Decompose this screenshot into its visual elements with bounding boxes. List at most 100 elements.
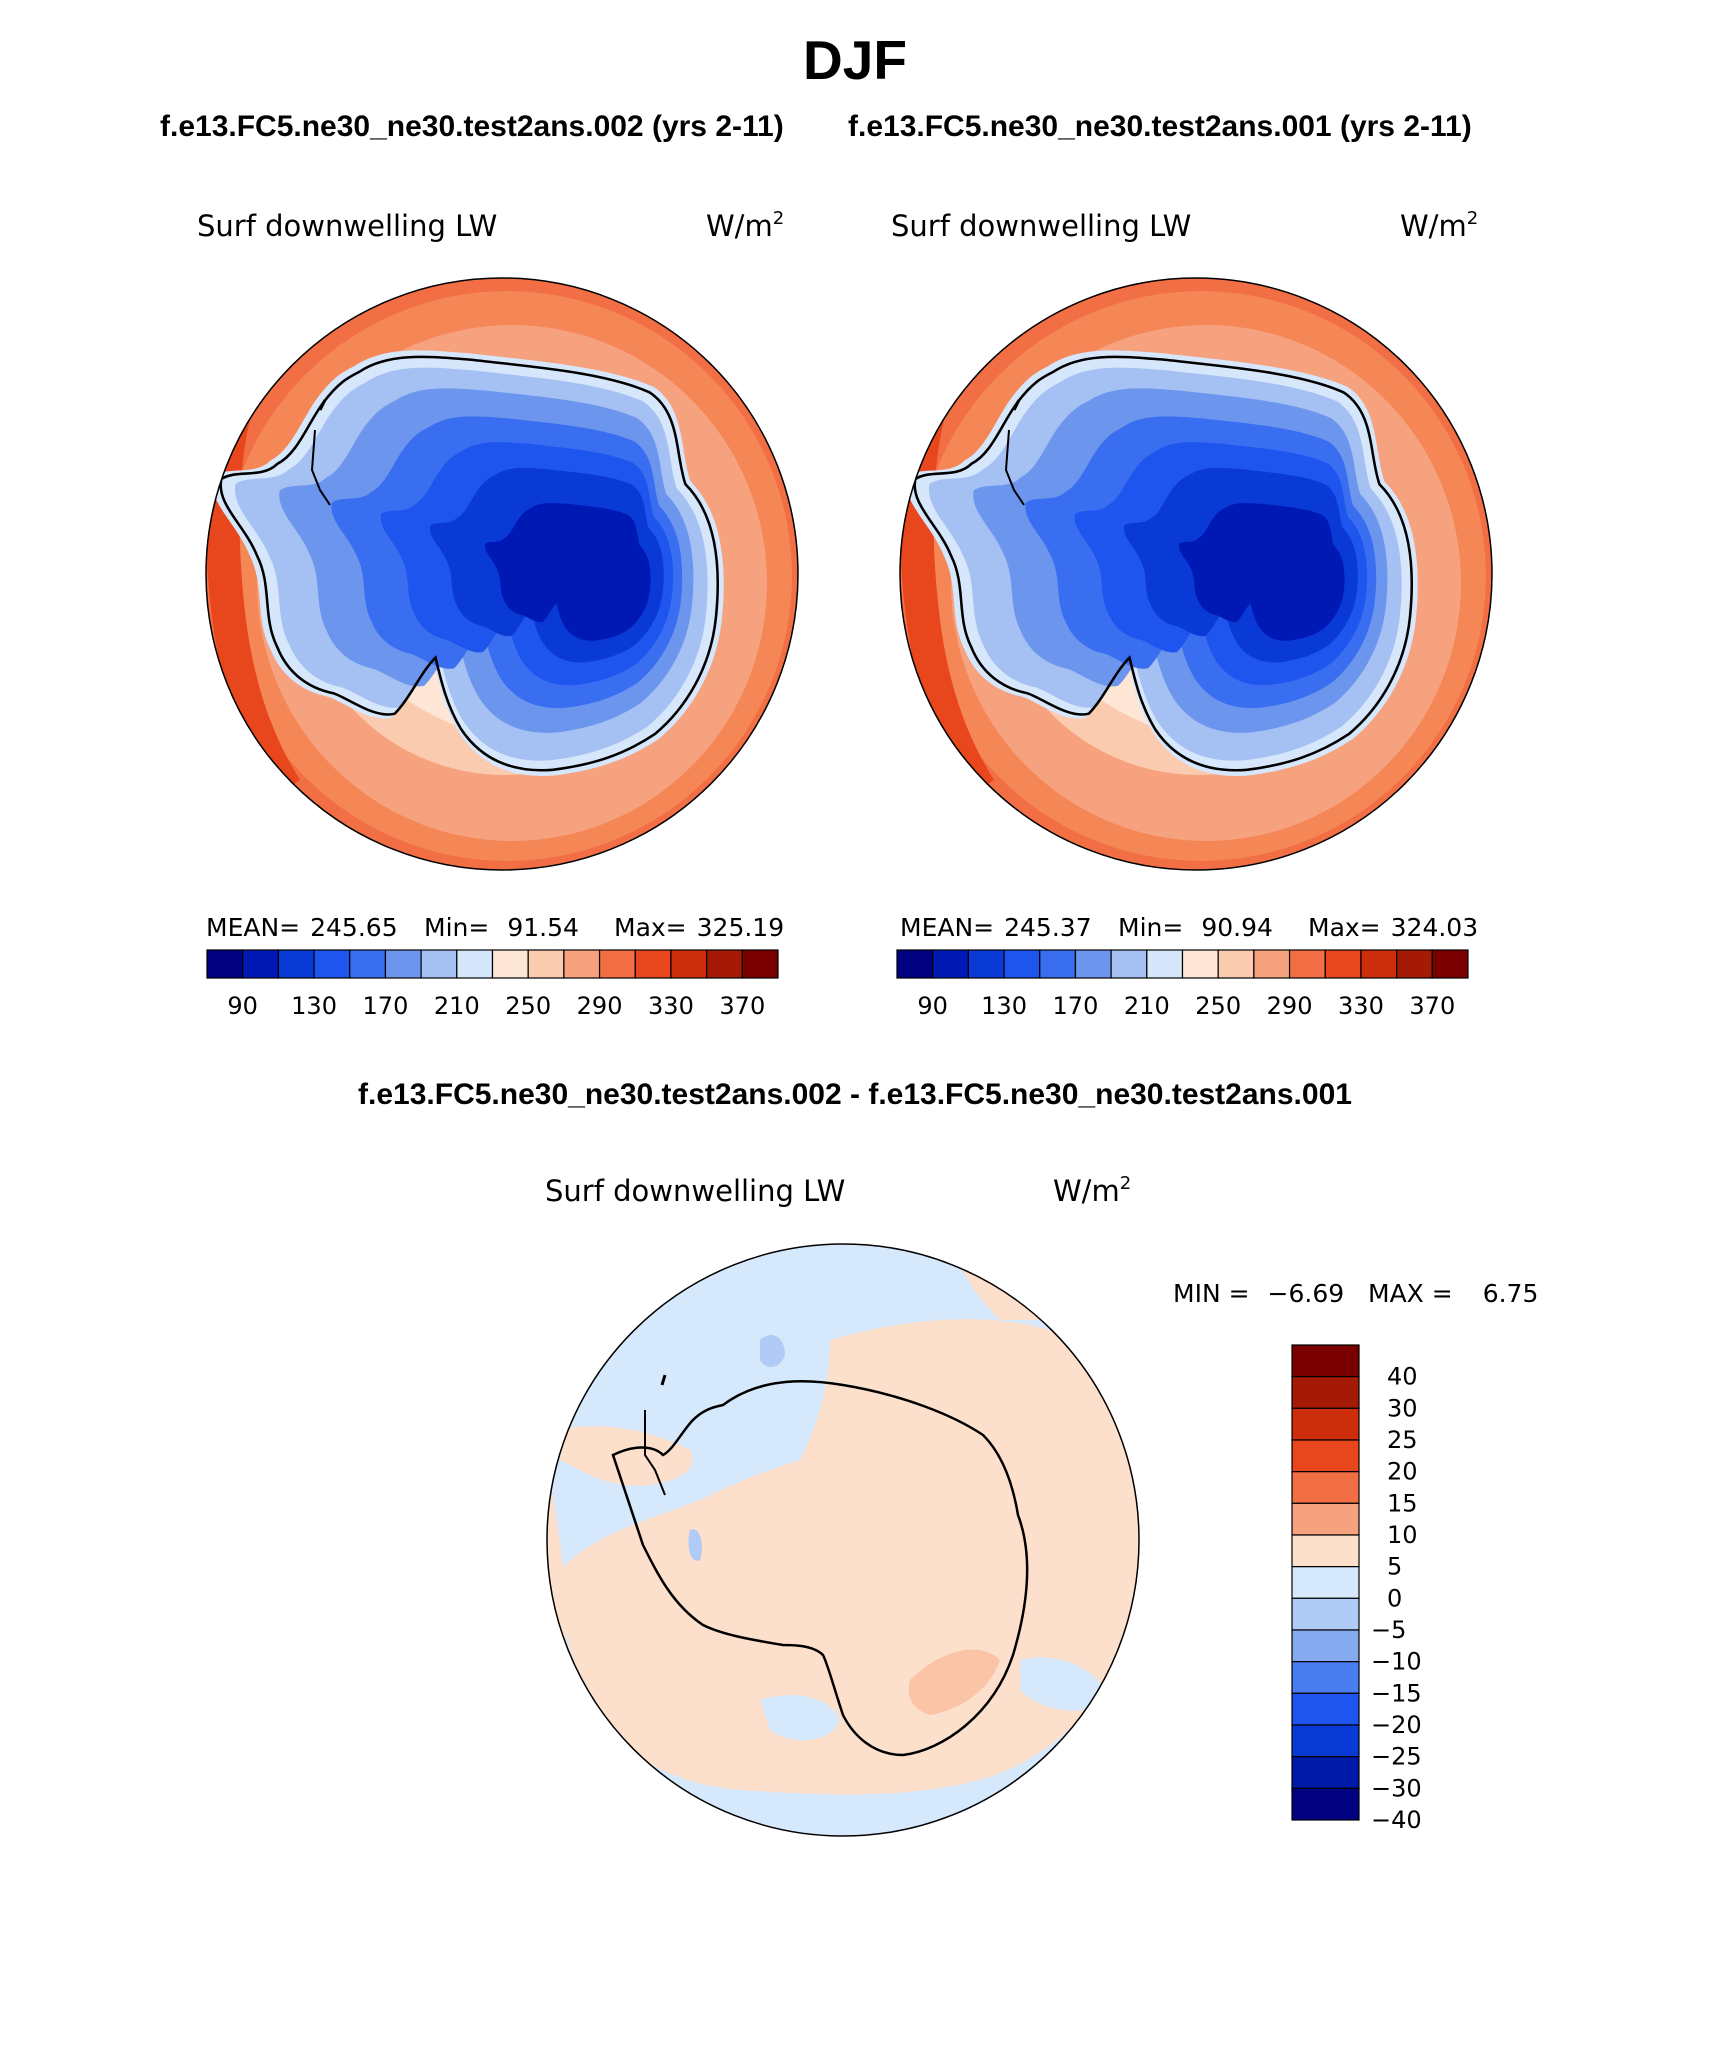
diff-colorbar-tick-label: 5 (1387, 1553, 1402, 1581)
panel2-colorbar-tick-label: 210 (1124, 992, 1170, 1020)
panel2-colorbar-box-15 (1431, 949, 1469, 979)
panel1-colorbar-box-10 (563, 949, 601, 979)
panel1-colorbar-tick-label: 330 (648, 992, 694, 1020)
panel1-colorbar-ticks: 90 130 170 210 250 290 330 370 (227, 992, 765, 1020)
map-panel-2: Surf downwelling LW W/m2 MEAN= 245 (891, 208, 1493, 1020)
panel1-colorbar-box-11 (598, 949, 636, 979)
diff-colorbar-box-9 (1291, 1629, 1360, 1663)
diff-colorbar (1291, 1344, 1360, 1821)
diff-colorbar-tick-label: −25 (1371, 1743, 1422, 1771)
panel1-colorbar-box-15 (741, 949, 779, 979)
diff-colorbar-box-10 (1291, 1661, 1360, 1694)
panel2-colorbar-box-7 (1146, 949, 1184, 979)
panel2-colorbar-box-11 (1288, 949, 1326, 979)
panel2-colorbar-ticks: 90 130 170 210 250 290 330 370 (917, 992, 1455, 1020)
panel1-map-fill (206, 278, 798, 870)
diff-colorbar-box-3 (1291, 1439, 1360, 1473)
diff-colorbar-tick-label: 40 (1387, 1363, 1418, 1391)
panel2-colorbar-tick-label: 290 (1267, 992, 1313, 1020)
diff-colorbar-box-5 (1291, 1502, 1360, 1536)
panel1-colorbar-tick-label: 170 (363, 992, 409, 1020)
case1-title: f.e13.FC5.ne30_ne30.test2ans.002 (yrs 2-… (160, 110, 784, 143)
panel2-colorbar-box-1 (932, 949, 969, 979)
panel2-colorbar-box-9 (1217, 949, 1255, 979)
diff-colorbar-box-8 (1291, 1597, 1360, 1631)
diff-colorbar-tick-label: 10 (1387, 1521, 1418, 1549)
diff-colorbar-box-12 (1291, 1724, 1360, 1758)
diff-colorbar-tick-label: 30 (1387, 1394, 1418, 1422)
case2-title: f.e13.FC5.ne30_ne30.test2ans.001 (yrs 2-… (848, 110, 1472, 143)
diff-colorbar-box-2 (1291, 1407, 1360, 1441)
diff-colorbar-tick-label: −10 (1371, 1648, 1422, 1676)
panel1-mean: MEAN= 245.65 (206, 913, 398, 942)
panel1-colorbar (206, 949, 779, 979)
diff-colorbar-tick-label: −40 (1371, 1806, 1422, 1834)
diff-variable-label: Surf downwelling LW (545, 1174, 845, 1208)
map-panel-diff: Surf downwelling LW W/m2 MIN = −6. (545, 1173, 1538, 1837)
panel1-colorbar-box-9 (527, 949, 565, 979)
panel2-colorbar-box-5 (1074, 949, 1112, 979)
diff-colorbar-tick-label: 0 (1387, 1584, 1402, 1612)
diff-min-stat: MIN = −6.69 (1173, 1279, 1344, 1308)
diff-colorbar-tick-label: 15 (1387, 1489, 1418, 1517)
panel1-colorbar-box-4 (349, 949, 387, 979)
panel2-variable-label: Surf downwelling LW (891, 209, 1191, 243)
panel1-colorbar-tick-label: 90 (227, 992, 258, 1020)
panel1-colorbar-tick-label: 130 (291, 992, 337, 1020)
panel2-colorbar-box-3 (1003, 949, 1041, 979)
diff-colorbar-box-4 (1291, 1471, 1360, 1504)
panel1-colorbar-tick-label: 210 (434, 992, 480, 1020)
panel1-colorbar-box-5 (384, 949, 422, 979)
panel1-variable-label: Surf downwelling LW (197, 209, 497, 243)
panel2-colorbar-box-14 (1396, 949, 1433, 979)
panel1-colorbar-box-14 (706, 949, 743, 979)
panel1-colorbar-box-7 (456, 949, 494, 979)
panel1-colorbar-tick-label: 290 (577, 992, 623, 1020)
diff-title: f.e13.FC5.ne30_ne30.test2ans.002 - f.e13… (358, 1078, 1352, 1111)
panel2-colorbar-box-0 (896, 949, 934, 979)
main-title: DJF (803, 29, 907, 91)
panel2-colorbar-box-10 (1253, 949, 1291, 979)
diff-units-label: W/m2 (1053, 1173, 1131, 1208)
panel2-colorbar-box-8 (1181, 949, 1219, 979)
panel1-colorbar-box-12 (634, 949, 672, 979)
panel1-colorbar-box-8 (491, 949, 529, 979)
panel1-colorbar-box-1 (242, 949, 279, 979)
diff-colorbar-tick-label: 20 (1387, 1458, 1418, 1486)
panel1-colorbar-box-13 (670, 949, 708, 979)
diff-colorbar-box-7 (1291, 1566, 1360, 1599)
diff-colorbar-tick-label: −30 (1371, 1774, 1422, 1802)
panel1-colorbar-tick-label: 250 (505, 992, 551, 1020)
diff-colorbar-box-0 (1291, 1344, 1360, 1378)
diff-colorbar-tick-label: −20 (1371, 1711, 1422, 1739)
diff-colorbar-tick-label: −15 (1371, 1679, 1422, 1707)
panel1-units-label: W/m2 (706, 208, 784, 243)
panel2-max: Max= 324.03 (1308, 913, 1478, 942)
panel2-min: Min= 90.94 (1118, 913, 1273, 942)
diff-colorbar-box-6 (1291, 1534, 1360, 1568)
panel2-colorbar-tick-label: 90 (917, 992, 948, 1020)
panel2-colorbar-box-13 (1360, 949, 1398, 979)
diff-colorbar-box-13 (1291, 1756, 1360, 1789)
panel2-colorbar-tick-label: 170 (1053, 992, 1099, 1020)
panel1-map-border (205, 277, 799, 871)
panel2-units-label: W/m2 (1400, 208, 1478, 243)
panel1-colorbar-box-6 (420, 949, 458, 979)
panel1-colorbar-box-2 (277, 949, 315, 979)
diff-colorbar-ticks: 40 30 25 20 15 10 5 0 −5 −10 −15 −20 −25 −30 −40 (1371, 1363, 1422, 1834)
diff-colorbar-tick-label: 25 (1387, 1426, 1418, 1454)
panel1-max: Max= 325.19 (614, 913, 784, 942)
panel2-colorbar-tick-label: 330 (1338, 992, 1384, 1020)
panel2-mean: MEAN= 245.37 (900, 913, 1092, 942)
panel2-colorbar-tick-label: 370 (1409, 992, 1455, 1020)
map-panel-1: Surf downwelling LW W/m2 (197, 208, 799, 1020)
panel1-colorbar-box-0 (206, 949, 244, 979)
diff-map-border (546, 1243, 1140, 1837)
diff-map-fill (547, 1244, 1139, 1836)
panel2-map-border (899, 277, 1493, 871)
panel2-map-fill (900, 278, 1492, 870)
diff-max-stat: MAX = 6.75 (1368, 1279, 1538, 1308)
panel2-colorbar-tick-label: 130 (981, 992, 1027, 1020)
panel2-colorbar-box-4 (1039, 949, 1077, 979)
